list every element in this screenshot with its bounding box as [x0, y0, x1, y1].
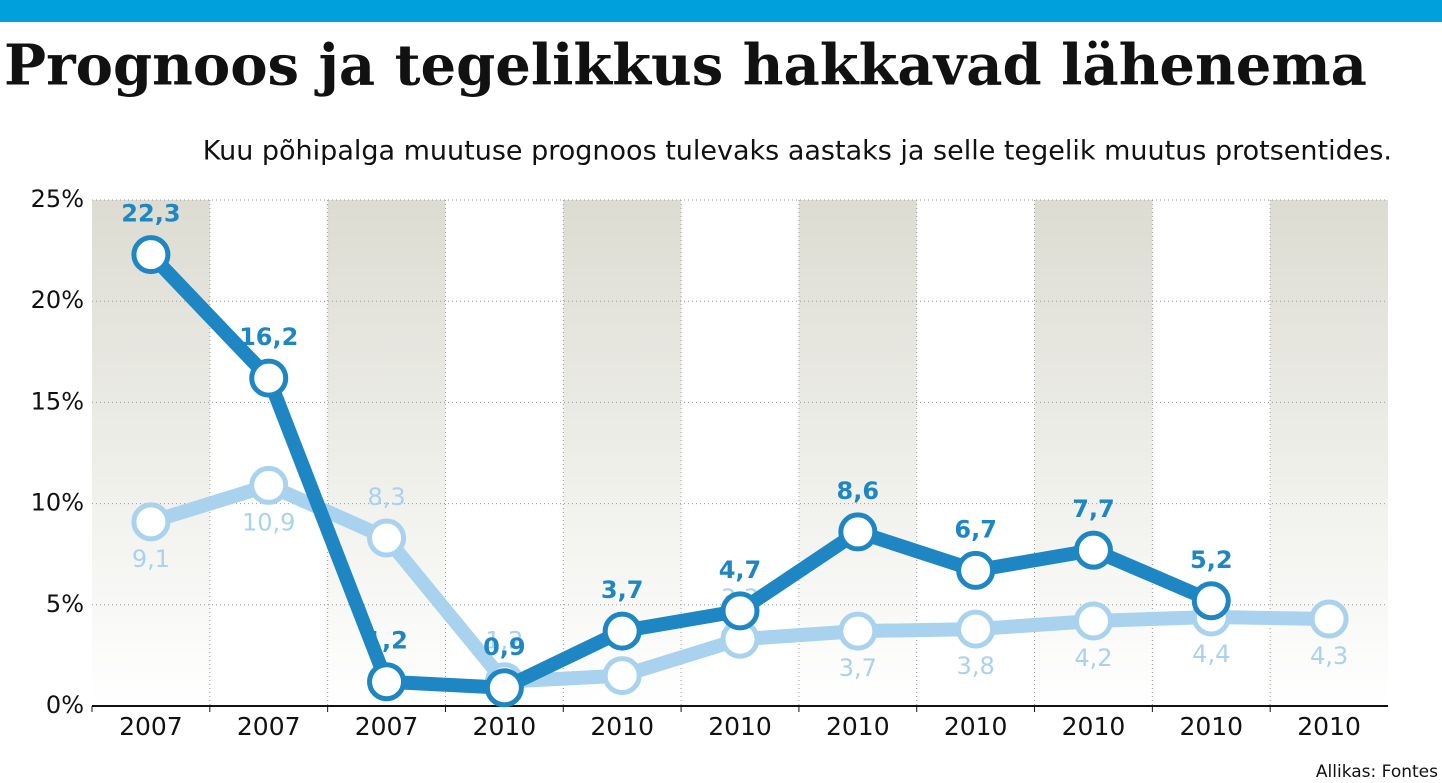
point: [131, 502, 171, 542]
data-label: 9,1: [132, 545, 170, 573]
data-label: 0,9: [483, 633, 526, 661]
data-label: 3,7: [601, 576, 644, 604]
y-tick-label: 20%: [31, 286, 84, 314]
point: [367, 518, 407, 558]
point: [838, 611, 878, 651]
x-tick-label: 2010: [826, 712, 890, 741]
data-label: 5,2: [1190, 546, 1233, 574]
point: [1073, 530, 1113, 570]
data-label: 8,6: [837, 477, 880, 505]
data-label: 10,9: [242, 508, 295, 536]
data-label: 3,7: [839, 654, 877, 682]
y-tick-label: 0%: [46, 691, 84, 719]
data-label: 4,3: [1310, 642, 1348, 670]
point: [602, 611, 642, 651]
point: [1309, 599, 1349, 639]
point: [720, 591, 760, 631]
x-tick-label: 2010: [1179, 712, 1243, 741]
x-tick-label: 2010: [1297, 712, 1361, 741]
x-tick-label: 2010: [473, 712, 537, 741]
data-label: 1,2: [365, 627, 408, 655]
x-tick-label: 2010: [1062, 712, 1126, 741]
data-label: 7,7: [1072, 495, 1115, 523]
point: [131, 235, 171, 275]
data-label: 4,7: [719, 556, 762, 584]
data-label: 1,2: [485, 627, 523, 655]
point: [367, 662, 407, 702]
chart-subtitle: Kuu põhipalga muutuse prognoos tulevaks …: [203, 136, 1392, 167]
point: [249, 358, 289, 398]
point: [484, 668, 524, 708]
x-tick-label: 2010: [944, 712, 1008, 741]
x-tick-label: 2010: [590, 712, 654, 741]
point: [249, 465, 289, 505]
point: [602, 656, 642, 696]
data-label: 8,3: [367, 483, 405, 511]
point: [956, 609, 996, 649]
data-label: 4,2: [1074, 644, 1112, 672]
data-label: 22,3: [121, 200, 180, 228]
chart-title: Prognoos ja tegelikkus hakkavad lähenema: [4, 33, 1367, 99]
y-tick-label: 25%: [31, 185, 84, 213]
x-tick-label: 2007: [119, 712, 183, 741]
top-bar: [0, 0, 1442, 22]
point: [838, 512, 878, 552]
source: Allikas: Fontes: [1316, 762, 1438, 782]
data-label: 3,8: [957, 652, 995, 680]
point: [1191, 581, 1231, 621]
data-label: 6,7: [954, 515, 997, 543]
series-line: [145, 249, 1215, 695]
y-tick-label: 5%: [46, 590, 84, 618]
data-label: 4,4: [1192, 640, 1230, 668]
data-label: 16,2: [239, 323, 298, 351]
band: [327, 200, 446, 706]
x-tick-label: 2010: [708, 712, 772, 741]
y-tick-label: 10%: [31, 489, 84, 517]
x-tick-label: 2007: [355, 712, 419, 741]
band: [92, 200, 210, 706]
x-tick-label: 2007: [237, 712, 301, 741]
y-tick-label: 15%: [31, 387, 84, 415]
point: [956, 550, 996, 590]
point: [1073, 601, 1113, 641]
